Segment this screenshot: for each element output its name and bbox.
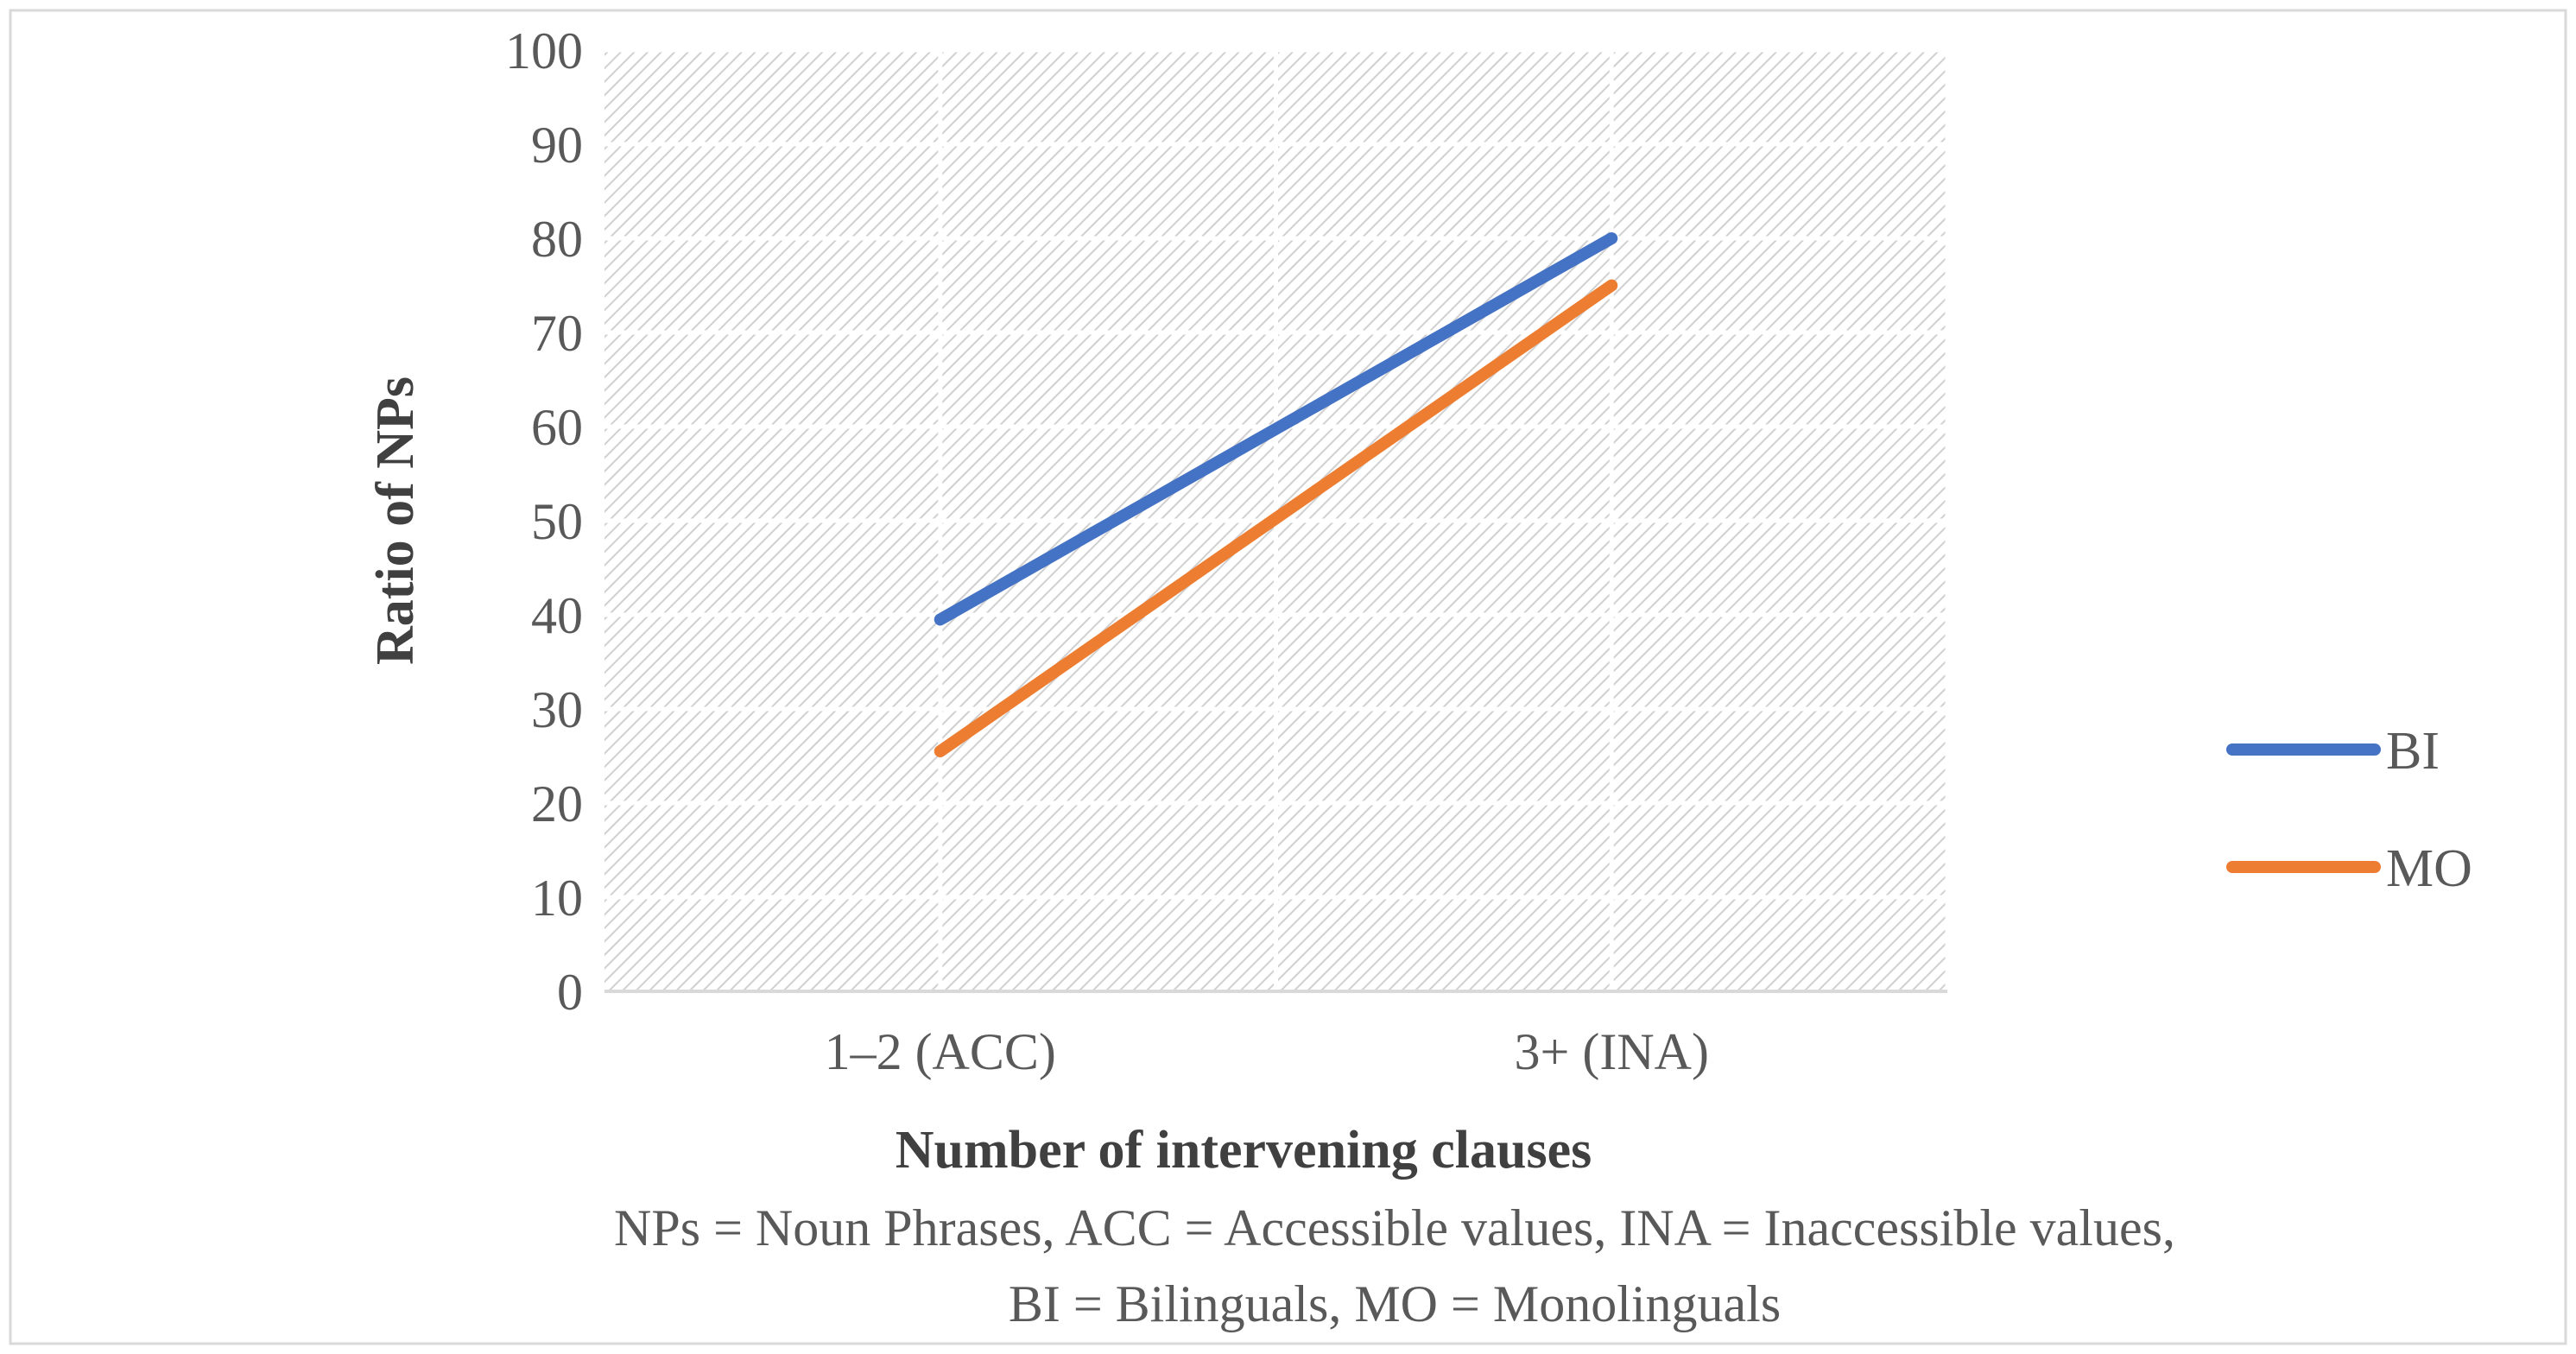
y-tick-label-30: 30 xyxy=(531,681,583,738)
y-tick-label-0: 0 xyxy=(557,964,583,1021)
legend-label-bi: BI xyxy=(2386,722,2440,781)
x-tick-labels: 1–2 (ACC) 3+ (INA) xyxy=(825,1023,1709,1080)
x-axis-title: Number of intervening clauses xyxy=(896,1121,1592,1180)
y-axis-title: Ratio of NPs xyxy=(366,376,425,665)
y-tick-label-40: 40 xyxy=(531,587,583,644)
x-tick-label-0: 1–2 (ACC) xyxy=(825,1023,1056,1080)
caption-line-2: BI = Bilinguals, MO = Monolinguals xyxy=(1009,1275,1781,1332)
series-line-bi xyxy=(934,232,1618,626)
y-tick-label-90: 90 xyxy=(531,117,583,174)
series-lines xyxy=(934,232,1618,758)
y-tick-label-70: 70 xyxy=(531,305,583,362)
series-line-mo xyxy=(934,279,1618,758)
y-tick-label-100: 100 xyxy=(505,22,583,79)
x-tick-label-1: 3+ (INA) xyxy=(1515,1023,1709,1080)
y-tick-label-80: 80 xyxy=(531,211,583,268)
y-tick-label-60: 60 xyxy=(531,399,583,456)
legend-label-mo: MO xyxy=(2386,839,2472,898)
caption-line-1: NPs = Noun Phrases, ACC = Accessible val… xyxy=(614,1199,2175,1256)
legend: BI MO xyxy=(2226,722,2472,898)
y-tick-labels: 0 10 20 30 40 50 60 70 80 90 100 xyxy=(505,22,583,1021)
y-tick-label-50: 50 xyxy=(531,493,583,550)
y-tick-label-10: 10 xyxy=(531,870,583,927)
y-tick-label-20: 20 xyxy=(531,775,583,832)
